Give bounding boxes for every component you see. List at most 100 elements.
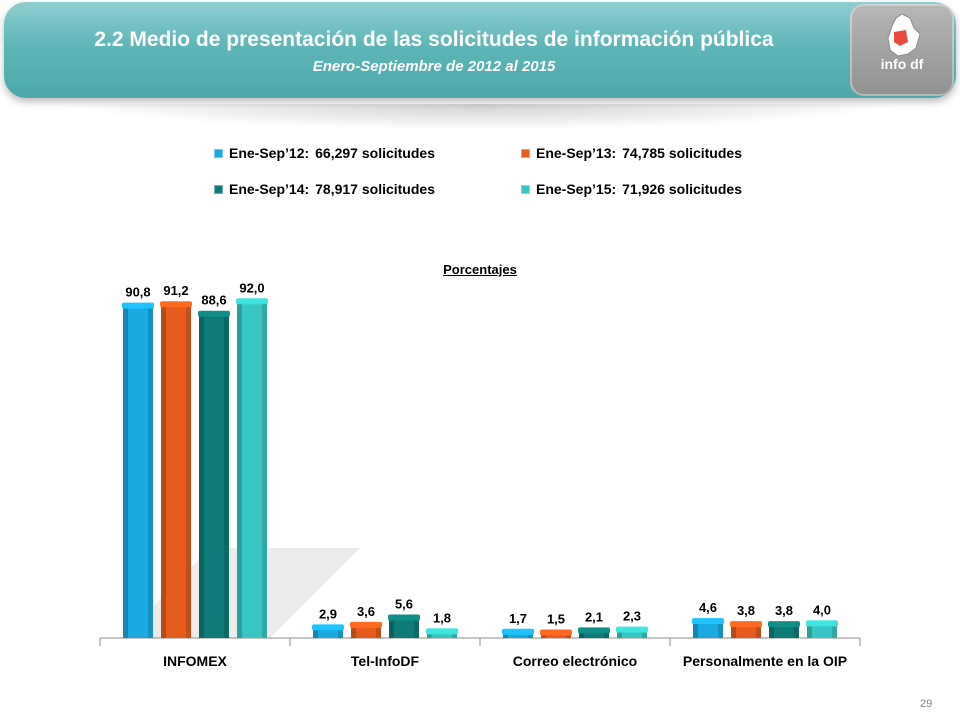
bar-edge bbox=[237, 301, 242, 638]
bar-cap bbox=[616, 626, 648, 633]
data-label: 3,8 bbox=[775, 603, 793, 618]
x-tick-label: Personalmente en la OIP bbox=[683, 653, 847, 669]
bar-cap bbox=[768, 621, 800, 628]
data-label: 91,2 bbox=[163, 283, 188, 298]
bar bbox=[617, 629, 647, 638]
bar-edge bbox=[414, 617, 419, 638]
data-label: 5,6 bbox=[395, 597, 413, 612]
bar-cap bbox=[236, 298, 268, 305]
bar-edge bbox=[769, 624, 774, 638]
bar-edge bbox=[338, 627, 343, 638]
legend-label: Ene-Sep’15: bbox=[536, 181, 617, 197]
data-label: 2,3 bbox=[623, 609, 641, 624]
data-label: 4,0 bbox=[813, 602, 831, 617]
legend-label: Ene-Sep’14: bbox=[229, 181, 310, 197]
bar-edge bbox=[123, 305, 128, 638]
data-label: 3,6 bbox=[357, 604, 375, 619]
bar-edge bbox=[756, 624, 761, 638]
legend-item-2013: Ene-Sep’13: 74,785 solicitudes bbox=[521, 145, 742, 161]
x-tick-label: Tel-InfoDF bbox=[351, 653, 420, 669]
bar-edge bbox=[642, 629, 647, 638]
legend-swatch bbox=[521, 184, 530, 194]
bar-cap bbox=[312, 624, 344, 631]
legend-item-2014: Ene-Sep’14: 78,917 solicitudes bbox=[214, 181, 435, 197]
bar bbox=[731, 624, 761, 638]
bar-edge bbox=[161, 304, 166, 638]
data-label: 4,6 bbox=[699, 600, 717, 615]
bar-cap bbox=[198, 310, 230, 317]
bar-edge bbox=[604, 630, 609, 638]
bar-edge bbox=[832, 623, 837, 638]
bar-cap bbox=[578, 627, 610, 634]
page-number: 29 bbox=[920, 698, 933, 710]
bar-cap bbox=[540, 629, 572, 636]
bar-edge bbox=[351, 624, 356, 638]
bar bbox=[579, 630, 609, 638]
legend-item-2015: Ene-Sep’15: 71,926 solicitudes bbox=[521, 181, 742, 197]
page-title: 2.2 Medio de presentación de las solicit… bbox=[94, 28, 774, 51]
bar-edge bbox=[389, 617, 394, 638]
bar-edge bbox=[199, 313, 204, 638]
bar-edge bbox=[731, 624, 736, 638]
legend-label: Ene-Sep’13: bbox=[536, 145, 617, 161]
legend-swatch bbox=[214, 148, 223, 158]
bar bbox=[503, 631, 533, 638]
bar-edge bbox=[186, 304, 191, 638]
bar-edge bbox=[224, 313, 229, 638]
data-label: 88,6 bbox=[201, 293, 226, 308]
bar bbox=[769, 624, 799, 638]
chart-subtitle: Porcentajes bbox=[443, 262, 517, 277]
bar-cap bbox=[350, 621, 382, 628]
legend-label: Ene-Sep’12: bbox=[229, 145, 310, 161]
bar-edge bbox=[262, 301, 267, 638]
bar bbox=[351, 624, 381, 638]
bar-edge bbox=[313, 627, 318, 638]
data-label: 3,8 bbox=[737, 603, 755, 618]
data-label: 2,1 bbox=[585, 609, 603, 624]
bar-edge bbox=[718, 621, 723, 638]
bar-cap bbox=[806, 620, 838, 627]
bar bbox=[693, 621, 723, 638]
bar-edge bbox=[617, 629, 622, 638]
data-label: 2,9 bbox=[319, 606, 337, 621]
bar-edge bbox=[794, 624, 799, 638]
bar-edge bbox=[452, 631, 457, 638]
bar-edge bbox=[503, 631, 508, 638]
legend-value: 78,917 solicitudes bbox=[315, 181, 435, 197]
data-label: 90,8 bbox=[125, 285, 150, 300]
bar-edge bbox=[528, 631, 533, 638]
bar-cap bbox=[160, 301, 192, 308]
bar bbox=[313, 627, 343, 638]
bar-cap bbox=[692, 618, 724, 625]
bar bbox=[427, 631, 457, 638]
legend-value: 74,785 solicitudes bbox=[622, 145, 742, 161]
bar bbox=[389, 617, 419, 638]
bar-cap bbox=[122, 302, 154, 309]
bar-edge bbox=[579, 630, 584, 638]
bar-cap bbox=[388, 614, 420, 621]
bar-cap bbox=[502, 628, 534, 635]
map-icon bbox=[887, 13, 921, 57]
bar-edge bbox=[376, 624, 381, 638]
data-label: 1,5 bbox=[547, 612, 565, 627]
data-label: 1,8 bbox=[433, 610, 451, 625]
bar-edge bbox=[148, 305, 153, 638]
page-subtitle: Enero-Septiembre de 2012 al 2015 bbox=[312, 58, 556, 75]
header-banner: 2.2 Medio de presentación de las solicit… bbox=[4, 2, 956, 98]
legend-value: 66,297 solicitudes bbox=[315, 145, 435, 161]
bar-cap bbox=[730, 621, 762, 628]
infodf-logo: info df bbox=[850, 4, 954, 96]
legend-value: 71,926 solicitudes bbox=[622, 181, 742, 197]
bar-edge bbox=[427, 631, 432, 638]
legend-swatch bbox=[521, 148, 530, 158]
data-label: 92,0 bbox=[239, 280, 264, 295]
bar bbox=[807, 623, 837, 638]
legend-item-2012: Ene-Sep’12: 66,297 solicitudes bbox=[214, 145, 435, 161]
x-tick-label: INFOMEX bbox=[163, 653, 227, 669]
data-label: 1,7 bbox=[509, 611, 527, 626]
logo-text: info df bbox=[880, 56, 924, 72]
header-shadow bbox=[60, 104, 900, 130]
x-tick-label: Correo electrónico bbox=[513, 653, 637, 669]
bar-cap bbox=[426, 628, 458, 635]
